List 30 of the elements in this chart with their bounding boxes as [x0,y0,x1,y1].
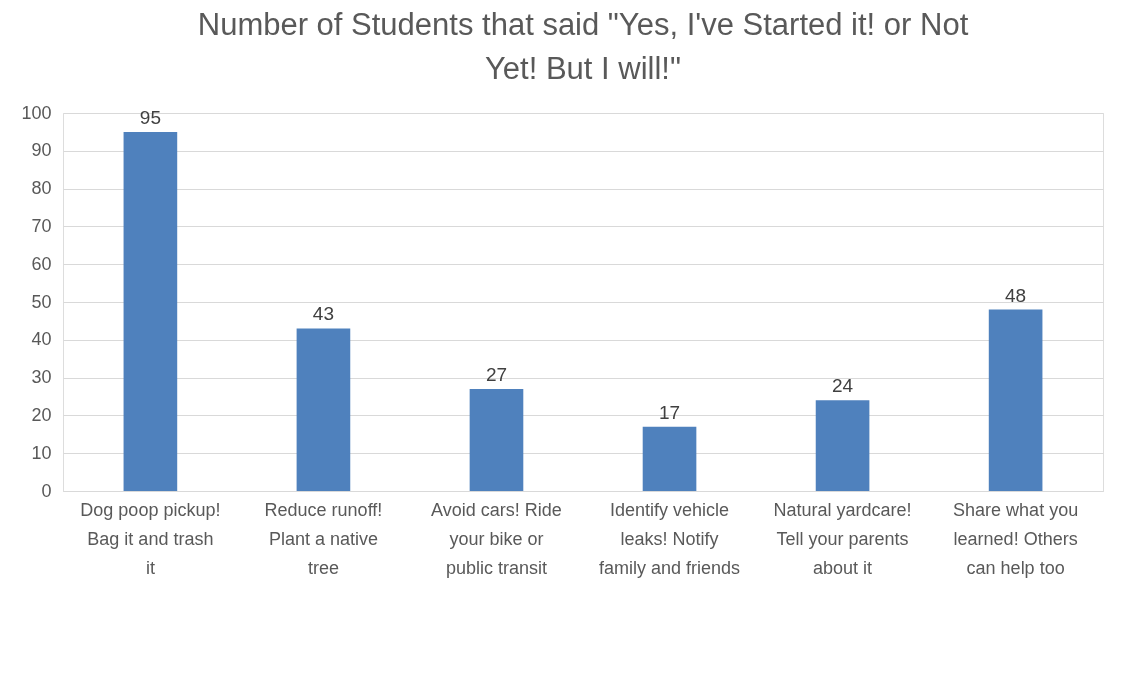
data-label: 24 [832,375,854,397]
y-tick-label: 0 [41,480,52,501]
x-tick-label: Reduce runoff! Plant a native tree [264,499,383,578]
x-tick-label: Avoid cars! Ride your bike or public transit [431,499,562,578]
data-label: 43 [312,303,334,325]
y-tick-label: 40 [31,329,52,350]
data-label: 48 [1005,284,1027,306]
data-label: 17 [658,401,681,423]
x-tick-label: Identify vehicle leaks! Notify family and friends [598,499,741,578]
bar [469,388,524,491]
y-tick-label: 80 [31,178,52,199]
bar [642,426,697,491]
y-tick-label: 100 [21,102,52,123]
chart-title: Number of Students that said "Yes, I've Started it! or Not Yet! But I will!" [197,7,969,86]
bar [296,328,351,491]
x-tick-label: Dog poop pickup! Bag it and trash it [80,499,221,578]
bar [815,400,870,491]
y-tick-label: 60 [31,253,52,274]
data-label: 95 [139,106,161,128]
x-tick-label: Natural yardcare! Tell your parents about it [773,499,912,578]
y-tick-label: 70 [31,215,52,236]
y-tick-label: 90 [31,140,52,161]
bar [123,131,178,491]
x-tick-label: Share what you learned! Others can help too [953,499,1079,578]
y-tick-label: 20 [31,404,52,425]
bar [988,309,1043,491]
y-tick-label: 30 [31,367,52,388]
y-tick-label: 10 [31,442,52,463]
data-label: 27 [485,363,508,385]
y-tick-label: 50 [31,291,52,312]
